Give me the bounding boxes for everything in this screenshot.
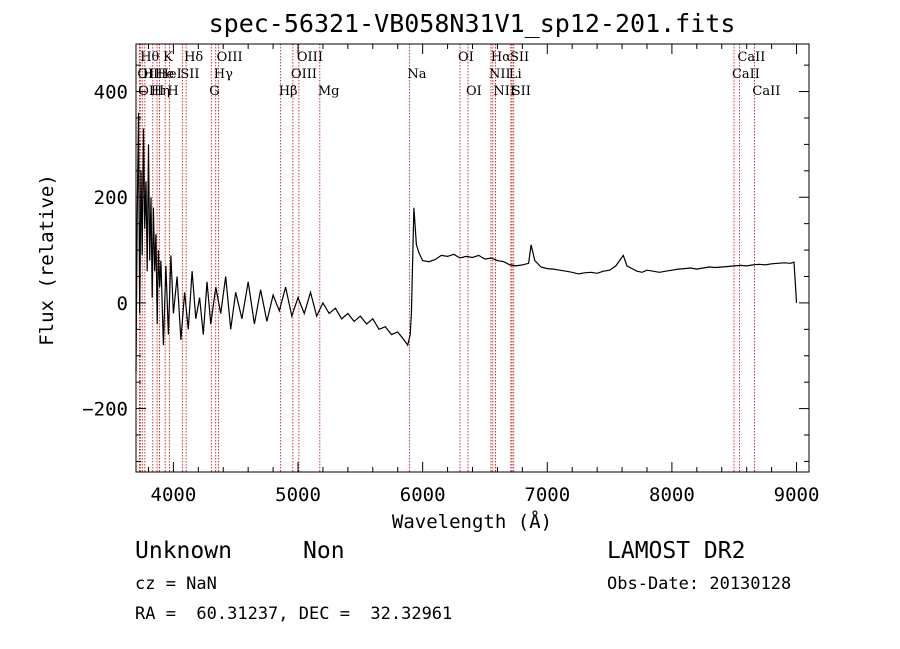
marker-label-16: OIII xyxy=(297,50,323,65)
x-tick-label-2: 6000 xyxy=(400,484,446,506)
y-tick-label-0: −200 xyxy=(82,399,128,421)
marker-label-18: Na xyxy=(407,67,426,82)
marker-label-29: CaII xyxy=(752,84,780,99)
marker-label-19: OI xyxy=(458,50,474,65)
marker-label-8: H xyxy=(167,84,178,99)
chart-title: spec-56321-VB058N31V1_sp12-201.fits xyxy=(209,9,736,38)
marker-label-3: H xyxy=(143,67,154,82)
marker-label-2: Hθ xyxy=(140,50,159,65)
marker-label-23: NII xyxy=(493,84,515,99)
emission-line-labels: OIIOIIIHθHHηHeHeIKHSIIHδGHγOIIIHβOIIIOII… xyxy=(137,50,780,99)
x-tick-label-5: 9000 xyxy=(774,484,820,506)
marker-label-20: OI xyxy=(466,84,482,99)
marker-label-26: SII xyxy=(512,84,531,99)
coordinates: RA = 60.31237, DEC = 32.32961 xyxy=(135,604,453,624)
marker-label-0: OII xyxy=(137,67,158,82)
marker-label-1: OIII xyxy=(138,84,164,99)
y-axis-label: Flux (relative) xyxy=(36,174,58,346)
x-tick-label-4: 8000 xyxy=(649,484,695,506)
y-tick-label-1: 0 xyxy=(117,293,128,315)
x-tick-label-0: 4000 xyxy=(151,484,197,506)
marker-label-25: SII xyxy=(510,50,529,65)
marker-label-12: Hγ xyxy=(214,67,233,82)
marker-label-7: K xyxy=(163,50,173,65)
marker-label-28: CaII xyxy=(737,50,765,65)
marker-label-21: NII xyxy=(489,67,511,82)
marker-label-27: CaII xyxy=(732,67,760,82)
y-tick-label-2: 200 xyxy=(94,187,128,209)
x-tick-label-1: 5000 xyxy=(275,484,321,506)
x-tick-label-3: 7000 xyxy=(524,484,570,506)
marker-label-17: Mg xyxy=(318,84,340,99)
marker-label-13: OIII xyxy=(217,50,243,65)
x-axis-ticks: 4000 5000 6000 7000 8000 9000 xyxy=(147,44,820,506)
survey-name: LAMOST DR2 xyxy=(607,538,746,564)
marker-label-10: Hδ xyxy=(184,50,203,65)
marker-label-15: OIII xyxy=(291,67,317,82)
marker-label-11: G xyxy=(209,84,219,99)
marker-label-24: Li xyxy=(509,67,522,82)
marker-label-5: He xyxy=(155,67,174,82)
marker-label-14: Hβ xyxy=(279,84,298,99)
marker-label-6: HeI xyxy=(158,67,182,82)
spectrum-line xyxy=(135,112,798,372)
marker-label-9: SII xyxy=(180,67,199,82)
marker-label-4: Hη xyxy=(151,84,170,99)
spectrum-chart: spec-56321-VB058N31V1_sp12-201.fits OII O… xyxy=(36,9,820,533)
obs-date: Obs-Date: 20130128 xyxy=(607,574,792,594)
marker-label-22: Hα xyxy=(491,50,511,65)
y-tick-label-3: 400 xyxy=(94,82,128,104)
x-axis-label: Wavelength (Å) xyxy=(392,510,552,533)
object-subclass: Non xyxy=(303,538,345,564)
redshift-readout: cz = NaN xyxy=(135,574,217,594)
object-class: Unknown xyxy=(135,538,232,564)
emission-line-markers xyxy=(138,44,755,472)
y-axis-ticks: −200 0 200 400 xyxy=(82,64,809,462)
